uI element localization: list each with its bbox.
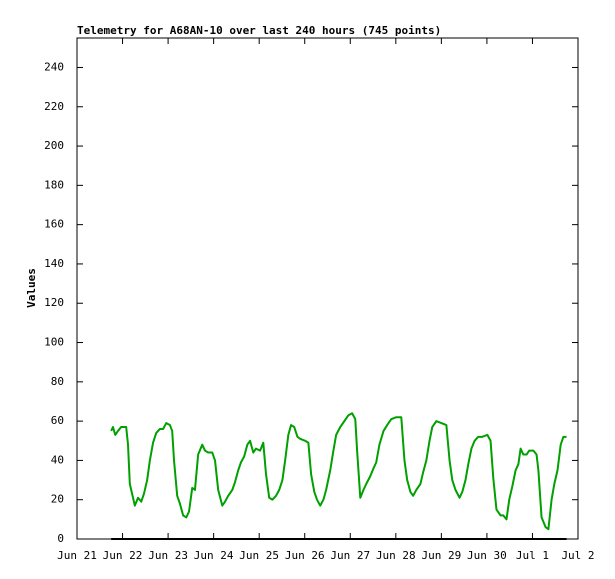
x-tick-label: Jun 22 bbox=[103, 549, 143, 562]
plot-frame bbox=[76, 37, 579, 540]
y-tick-label: 220 bbox=[44, 100, 64, 113]
y-tick-label: 20 bbox=[51, 493, 64, 506]
x-tick-label: Jun 29 bbox=[421, 549, 461, 562]
y-tick-label: 0 bbox=[57, 532, 64, 545]
x-tick-label: Jun 24 bbox=[194, 549, 234, 562]
x-tick-label: Jun 27 bbox=[330, 549, 370, 562]
y-tick-label: 40 bbox=[51, 453, 64, 466]
x-tick-label: Jun 30 bbox=[467, 549, 507, 562]
x-tick-label: Jun 23 bbox=[148, 549, 188, 562]
x-tick-label: Jun 21 bbox=[57, 549, 97, 562]
y-axis-label: Values bbox=[25, 268, 38, 308]
y-tick-label: 60 bbox=[51, 414, 64, 427]
x-tick-label: Jun 26 bbox=[285, 549, 325, 562]
y-tick-label: 100 bbox=[44, 336, 64, 349]
y-tick-label: 240 bbox=[44, 60, 64, 73]
y-tick-label: 180 bbox=[44, 178, 64, 191]
x-tick-label: Jul 2 bbox=[561, 549, 594, 562]
chart-title: Telemetry for A68AN-10 over last 240 hou… bbox=[77, 24, 441, 37]
y-tick-label: 140 bbox=[44, 257, 64, 270]
x-tick-label: Jun 28 bbox=[376, 549, 416, 562]
y-tick-label: 80 bbox=[51, 375, 64, 388]
y-tick-label: 160 bbox=[44, 218, 64, 231]
y-tick-label: 120 bbox=[44, 296, 64, 309]
data-line bbox=[110, 412, 567, 531]
y-tick-label: 200 bbox=[44, 139, 64, 152]
x-tick-label: Jul 1 bbox=[516, 549, 549, 562]
x-tick-label: Jun 25 bbox=[239, 549, 279, 562]
